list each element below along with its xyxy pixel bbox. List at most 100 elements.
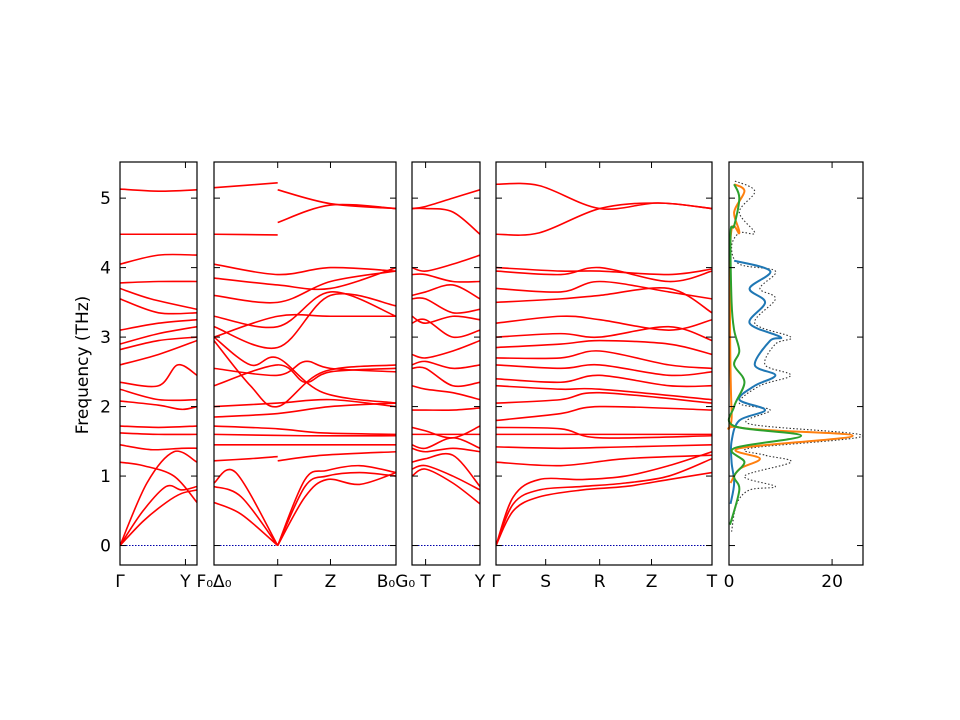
phonon-band <box>120 318 197 331</box>
band-panel-1: 0 1 2 3 4 5 Γ Y <box>100 161 198 592</box>
band-panel-2: F₀Δ₀ Γ Z B₀G₀ <box>196 161 416 592</box>
y-tick-label: 0 <box>100 537 111 557</box>
x-tick-label: B₀G₀ <box>377 572 416 592</box>
phonon-band <box>496 457 712 546</box>
phonon-band <box>120 325 197 345</box>
phonon-band <box>412 315 480 325</box>
y-tick-label: 1 <box>100 467 111 487</box>
phonon-band <box>496 266 712 283</box>
dos-projected-line <box>727 183 803 525</box>
y-tick-label: 2 <box>100 398 111 418</box>
phonon-band <box>412 366 480 388</box>
phonon-band <box>214 340 396 408</box>
phonon-band <box>412 452 480 488</box>
phonon-band <box>412 447 480 453</box>
phonon-band <box>214 336 396 404</box>
x-tick-label: F₀Δ₀ <box>196 572 231 592</box>
phonon-band <box>214 313 396 338</box>
phonon-band <box>496 339 712 356</box>
phonon-band <box>412 254 480 272</box>
dos-frame <box>728 161 864 566</box>
dos-panel: 0 20 <box>724 161 864 592</box>
phonon-band <box>496 315 712 331</box>
x-tick-label: 0 <box>724 572 735 592</box>
phonon-band <box>277 189 396 210</box>
phonon-band <box>496 374 712 388</box>
y-axis-label: Frequency (THz) <box>73 296 93 435</box>
phonon-band <box>276 464 396 546</box>
phonon-band <box>412 468 480 505</box>
y-tick-label: 3 <box>100 328 111 348</box>
phonon-band <box>214 266 396 291</box>
phonon-band <box>496 405 712 422</box>
phonon-band <box>496 266 712 276</box>
x-tick-label: Z <box>646 572 658 592</box>
x-tick-label: Γ <box>115 572 125 592</box>
phonon-band <box>120 287 197 311</box>
x-tick-label: Y <box>474 572 486 592</box>
panel-frame <box>495 161 713 566</box>
phonon-band <box>496 363 712 377</box>
x-tick-label: Γ <box>491 572 501 592</box>
phonon-band <box>412 407 480 412</box>
phonon-band <box>120 280 197 284</box>
phonon-band <box>412 284 480 300</box>
phonon-band <box>214 485 279 547</box>
phonon-band <box>214 425 396 436</box>
x-tick-label: S <box>540 572 551 592</box>
phonon-band <box>214 455 278 462</box>
phonon-band <box>120 388 197 402</box>
panel-frame <box>213 161 397 566</box>
phonon-band <box>120 339 197 366</box>
band-lines <box>496 182 712 546</box>
phonon-band <box>120 450 197 546</box>
phonon-band <box>412 339 480 359</box>
phonon-band <box>412 360 480 370</box>
x-tick-label: T <box>706 572 718 592</box>
phonon-band <box>496 280 712 300</box>
phonon-band <box>214 398 396 408</box>
phonon-band <box>496 443 712 450</box>
x-tick-label: Z <box>325 572 337 592</box>
phonon-band <box>412 437 480 450</box>
dos-projected-line <box>729 259 783 505</box>
phonon-band <box>214 360 396 377</box>
x-tick-label: T <box>419 572 431 592</box>
phonon-band <box>214 233 278 236</box>
phonon-band <box>496 391 712 404</box>
phonon-band <box>120 432 197 436</box>
phonon-band <box>277 471 396 546</box>
phonon-band <box>412 384 480 401</box>
band-lines <box>412 189 480 505</box>
phonon-band <box>120 188 197 192</box>
phonon-band <box>120 363 197 388</box>
phonon-band <box>120 298 197 315</box>
band-lines <box>120 188 197 547</box>
phonon-band <box>496 287 712 314</box>
phonon-band <box>496 450 712 546</box>
phonon-band <box>214 501 279 547</box>
phonon-band <box>214 433 396 437</box>
phonon-band <box>214 291 396 329</box>
x-tick-label: Y <box>179 572 191 592</box>
phonon-band <box>496 202 712 236</box>
phonon-band <box>120 444 197 451</box>
dos-total-line <box>731 180 864 532</box>
phonon-band <box>496 471 712 546</box>
phonon-band <box>214 270 396 304</box>
phonon-band <box>496 384 712 401</box>
phonon-band <box>120 400 197 411</box>
phonon-band <box>120 336 197 351</box>
phonon-band <box>412 464 480 491</box>
phonon-band <box>120 489 197 547</box>
phonon-band <box>214 292 396 350</box>
phonon-band <box>412 273 480 283</box>
phonon-band <box>496 426 712 439</box>
phonon-band <box>214 182 278 189</box>
phonon-band <box>120 253 197 265</box>
y-tick-label: 5 <box>100 189 111 209</box>
x-tick-label: 20 <box>821 572 843 592</box>
phonon-band <box>120 461 197 503</box>
